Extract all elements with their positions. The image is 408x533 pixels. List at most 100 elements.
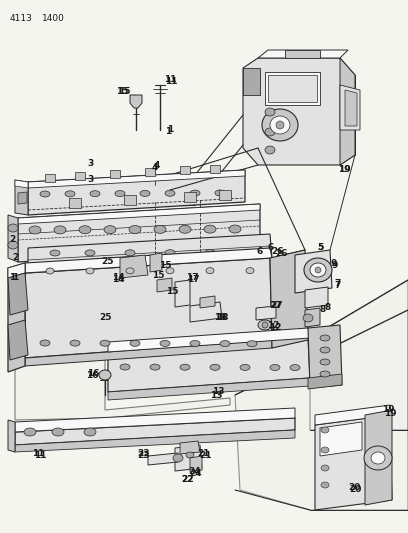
Ellipse shape xyxy=(262,322,268,328)
Polygon shape xyxy=(180,166,190,174)
Text: 8: 8 xyxy=(325,303,331,312)
Ellipse shape xyxy=(321,482,329,488)
Ellipse shape xyxy=(126,268,134,274)
Polygon shape xyxy=(148,453,178,465)
Text: 12: 12 xyxy=(269,324,281,333)
Polygon shape xyxy=(175,445,202,471)
Polygon shape xyxy=(120,255,148,278)
Ellipse shape xyxy=(315,267,321,273)
Ellipse shape xyxy=(154,225,166,233)
Polygon shape xyxy=(219,190,231,200)
Polygon shape xyxy=(175,280,190,307)
Polygon shape xyxy=(270,250,308,348)
Polygon shape xyxy=(15,408,295,432)
Text: 5: 5 xyxy=(317,244,323,253)
Ellipse shape xyxy=(50,250,60,256)
Text: 4: 4 xyxy=(154,160,160,169)
Polygon shape xyxy=(285,50,320,58)
Polygon shape xyxy=(15,430,295,452)
Ellipse shape xyxy=(215,190,225,196)
Text: 8: 8 xyxy=(320,305,326,314)
Polygon shape xyxy=(268,75,317,102)
Text: 12: 12 xyxy=(267,321,279,330)
Text: 15: 15 xyxy=(152,271,164,279)
Polygon shape xyxy=(8,263,25,372)
Polygon shape xyxy=(110,170,120,178)
Polygon shape xyxy=(345,90,357,126)
Text: 7: 7 xyxy=(335,280,341,289)
Ellipse shape xyxy=(90,191,100,197)
Text: 20: 20 xyxy=(348,483,360,492)
Ellipse shape xyxy=(270,116,290,134)
Polygon shape xyxy=(184,192,196,202)
Text: 14: 14 xyxy=(112,273,124,282)
Text: 24: 24 xyxy=(188,467,201,477)
Ellipse shape xyxy=(8,241,18,249)
Ellipse shape xyxy=(220,341,230,346)
Polygon shape xyxy=(305,287,328,308)
Ellipse shape xyxy=(165,190,175,196)
Polygon shape xyxy=(315,415,392,510)
Polygon shape xyxy=(25,258,272,358)
Text: 9: 9 xyxy=(332,261,338,270)
Text: 2: 2 xyxy=(9,236,15,245)
Polygon shape xyxy=(25,248,272,273)
Text: 5: 5 xyxy=(317,244,323,253)
Polygon shape xyxy=(320,422,362,456)
Polygon shape xyxy=(25,340,272,366)
Text: 2: 2 xyxy=(12,254,18,262)
Polygon shape xyxy=(45,174,55,182)
Text: 19: 19 xyxy=(338,166,350,174)
Text: 27: 27 xyxy=(270,301,282,310)
Ellipse shape xyxy=(190,190,200,196)
Polygon shape xyxy=(310,280,408,430)
Polygon shape xyxy=(190,302,222,322)
Polygon shape xyxy=(130,95,142,108)
Ellipse shape xyxy=(190,341,200,346)
Text: 21: 21 xyxy=(198,448,210,457)
Ellipse shape xyxy=(40,340,50,346)
Ellipse shape xyxy=(321,447,329,453)
Polygon shape xyxy=(8,263,25,278)
Ellipse shape xyxy=(130,340,140,346)
Ellipse shape xyxy=(24,428,36,436)
Ellipse shape xyxy=(99,370,111,380)
Ellipse shape xyxy=(320,359,330,365)
Ellipse shape xyxy=(86,268,94,274)
Ellipse shape xyxy=(371,452,385,464)
Polygon shape xyxy=(200,296,215,308)
Ellipse shape xyxy=(120,364,130,370)
Text: 26: 26 xyxy=(276,248,288,257)
Ellipse shape xyxy=(321,465,329,471)
Text: 26: 26 xyxy=(272,247,284,256)
Ellipse shape xyxy=(229,225,241,233)
Ellipse shape xyxy=(104,225,116,233)
Text: 6: 6 xyxy=(268,244,274,253)
Text: 4: 4 xyxy=(152,164,158,173)
Text: 6: 6 xyxy=(257,247,263,256)
Ellipse shape xyxy=(115,191,125,197)
Ellipse shape xyxy=(40,191,50,197)
Polygon shape xyxy=(28,170,245,188)
Polygon shape xyxy=(108,338,310,392)
Text: 25: 25 xyxy=(102,257,114,266)
Text: 18: 18 xyxy=(216,313,228,322)
Ellipse shape xyxy=(100,340,110,346)
Text: 1400: 1400 xyxy=(42,14,65,23)
Polygon shape xyxy=(15,180,28,215)
Text: 15: 15 xyxy=(116,87,128,96)
Ellipse shape xyxy=(265,146,275,154)
Ellipse shape xyxy=(276,121,284,129)
Text: 4113: 4113 xyxy=(10,14,33,23)
Text: 22: 22 xyxy=(182,475,194,484)
Text: 7: 7 xyxy=(335,279,341,288)
Text: 11: 11 xyxy=(165,77,177,86)
Text: 16: 16 xyxy=(86,370,98,379)
Ellipse shape xyxy=(205,249,215,256)
Ellipse shape xyxy=(210,364,220,370)
Text: 9: 9 xyxy=(331,260,337,269)
Ellipse shape xyxy=(84,428,96,436)
Ellipse shape xyxy=(160,341,170,346)
Polygon shape xyxy=(124,195,136,205)
Ellipse shape xyxy=(270,365,280,370)
